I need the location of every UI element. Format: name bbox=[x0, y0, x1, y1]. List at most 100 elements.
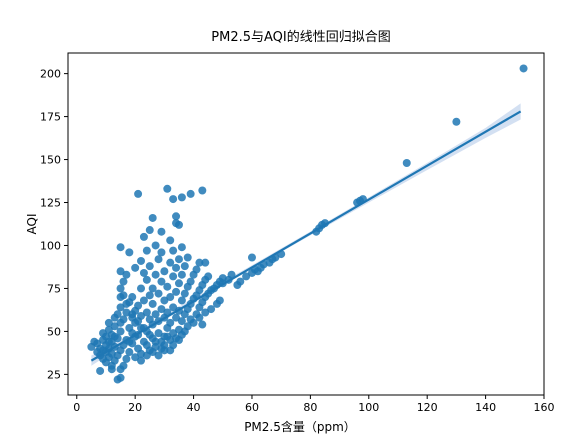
data-point bbox=[192, 265, 201, 274]
y-tick-label: 75 bbox=[47, 282, 61, 295]
data-point bbox=[122, 270, 131, 279]
data-point bbox=[151, 241, 160, 250]
data-point bbox=[166, 293, 175, 302]
data-point bbox=[174, 279, 183, 288]
data-point bbox=[198, 186, 207, 195]
y-axis-ticks: 25 50 75 100 125 150 175 200 bbox=[40, 68, 68, 381]
data-point bbox=[116, 243, 125, 252]
data-point bbox=[174, 220, 183, 229]
data-point bbox=[172, 313, 181, 322]
data-point bbox=[116, 267, 125, 276]
data-point bbox=[215, 296, 224, 305]
data-point bbox=[151, 270, 160, 279]
data-point bbox=[177, 243, 186, 252]
data-point bbox=[192, 310, 201, 319]
x-tick-label: 20 bbox=[128, 401, 142, 414]
y-tick-label: 100 bbox=[40, 239, 61, 252]
data-point bbox=[183, 253, 192, 262]
data-point bbox=[236, 277, 245, 286]
data-point bbox=[180, 262, 189, 271]
data-point bbox=[119, 361, 128, 370]
x-axis-label: PM2.5含量（ppm） bbox=[244, 419, 356, 434]
data-point bbox=[169, 303, 178, 312]
data-point bbox=[116, 284, 125, 293]
data-point bbox=[142, 341, 151, 350]
data-point bbox=[148, 284, 157, 293]
data-point bbox=[134, 301, 143, 310]
y-tick-label: 175 bbox=[40, 111, 61, 124]
data-point bbox=[131, 353, 140, 362]
y-tick-label: 125 bbox=[40, 197, 61, 210]
data-point bbox=[174, 336, 183, 345]
data-point bbox=[116, 327, 125, 336]
data-point bbox=[160, 267, 169, 276]
data-point bbox=[157, 277, 166, 286]
data-point bbox=[186, 315, 195, 324]
data-point bbox=[166, 258, 175, 267]
data-point bbox=[139, 296, 148, 305]
x-tick-label: 160 bbox=[534, 401, 555, 414]
data-point bbox=[142, 246, 151, 255]
data-point bbox=[116, 293, 125, 302]
x-axis-ticks: 0 20 40 60 80 100 120 140 160 bbox=[73, 395, 555, 414]
y-tick-label: 25 bbox=[47, 368, 61, 381]
confidence-band bbox=[91, 103, 521, 366]
data-point bbox=[163, 184, 172, 193]
data-point bbox=[151, 310, 160, 319]
data-point bbox=[160, 296, 169, 305]
data-point bbox=[148, 348, 157, 357]
regression-line bbox=[90, 110, 522, 362]
data-point bbox=[113, 310, 122, 319]
data-point bbox=[163, 332, 172, 341]
data-point bbox=[145, 262, 154, 271]
data-point bbox=[145, 291, 154, 300]
data-point bbox=[110, 322, 119, 331]
data-point bbox=[122, 354, 131, 363]
data-point bbox=[402, 158, 411, 167]
confidence-band-layer bbox=[91, 103, 521, 366]
data-point bbox=[148, 299, 157, 308]
data-point bbox=[172, 212, 181, 221]
y-tick-label: 200 bbox=[40, 68, 61, 81]
x-tick-label: 140 bbox=[475, 401, 496, 414]
data-point bbox=[137, 356, 146, 365]
x-tick-label: 60 bbox=[245, 401, 259, 414]
data-point bbox=[169, 195, 178, 204]
data-point bbox=[247, 253, 256, 262]
data-point bbox=[186, 277, 195, 286]
y-tick-label: 150 bbox=[40, 154, 61, 167]
y-tick-label: 50 bbox=[47, 325, 61, 338]
data-point bbox=[151, 337, 160, 346]
data-point bbox=[201, 258, 210, 267]
data-point bbox=[180, 327, 189, 336]
data-point bbox=[204, 272, 213, 281]
x-tick-label: 120 bbox=[417, 401, 438, 414]
data-point bbox=[166, 236, 175, 245]
data-point bbox=[180, 289, 189, 298]
x-tick-label: 100 bbox=[358, 401, 379, 414]
data-point bbox=[125, 248, 134, 257]
data-point bbox=[186, 189, 195, 198]
data-point bbox=[154, 255, 163, 264]
data-point bbox=[131, 263, 140, 272]
data-point bbox=[107, 365, 116, 374]
plot-frame bbox=[67, 52, 545, 396]
data-point bbox=[145, 330, 154, 339]
points-layer bbox=[87, 64, 528, 384]
data-point bbox=[128, 310, 137, 319]
data-point bbox=[142, 308, 151, 317]
data-point bbox=[125, 348, 134, 357]
data-point bbox=[163, 282, 172, 291]
x-tick-label: 80 bbox=[303, 401, 317, 414]
data-point bbox=[166, 318, 175, 327]
data-point bbox=[452, 117, 461, 126]
y-axis-label: AQI bbox=[25, 214, 39, 235]
data-point bbox=[96, 366, 105, 375]
data-point bbox=[154, 329, 163, 338]
data-point bbox=[177, 296, 186, 305]
data-point bbox=[119, 277, 128, 286]
data-point bbox=[145, 226, 154, 235]
data-point bbox=[104, 318, 113, 327]
